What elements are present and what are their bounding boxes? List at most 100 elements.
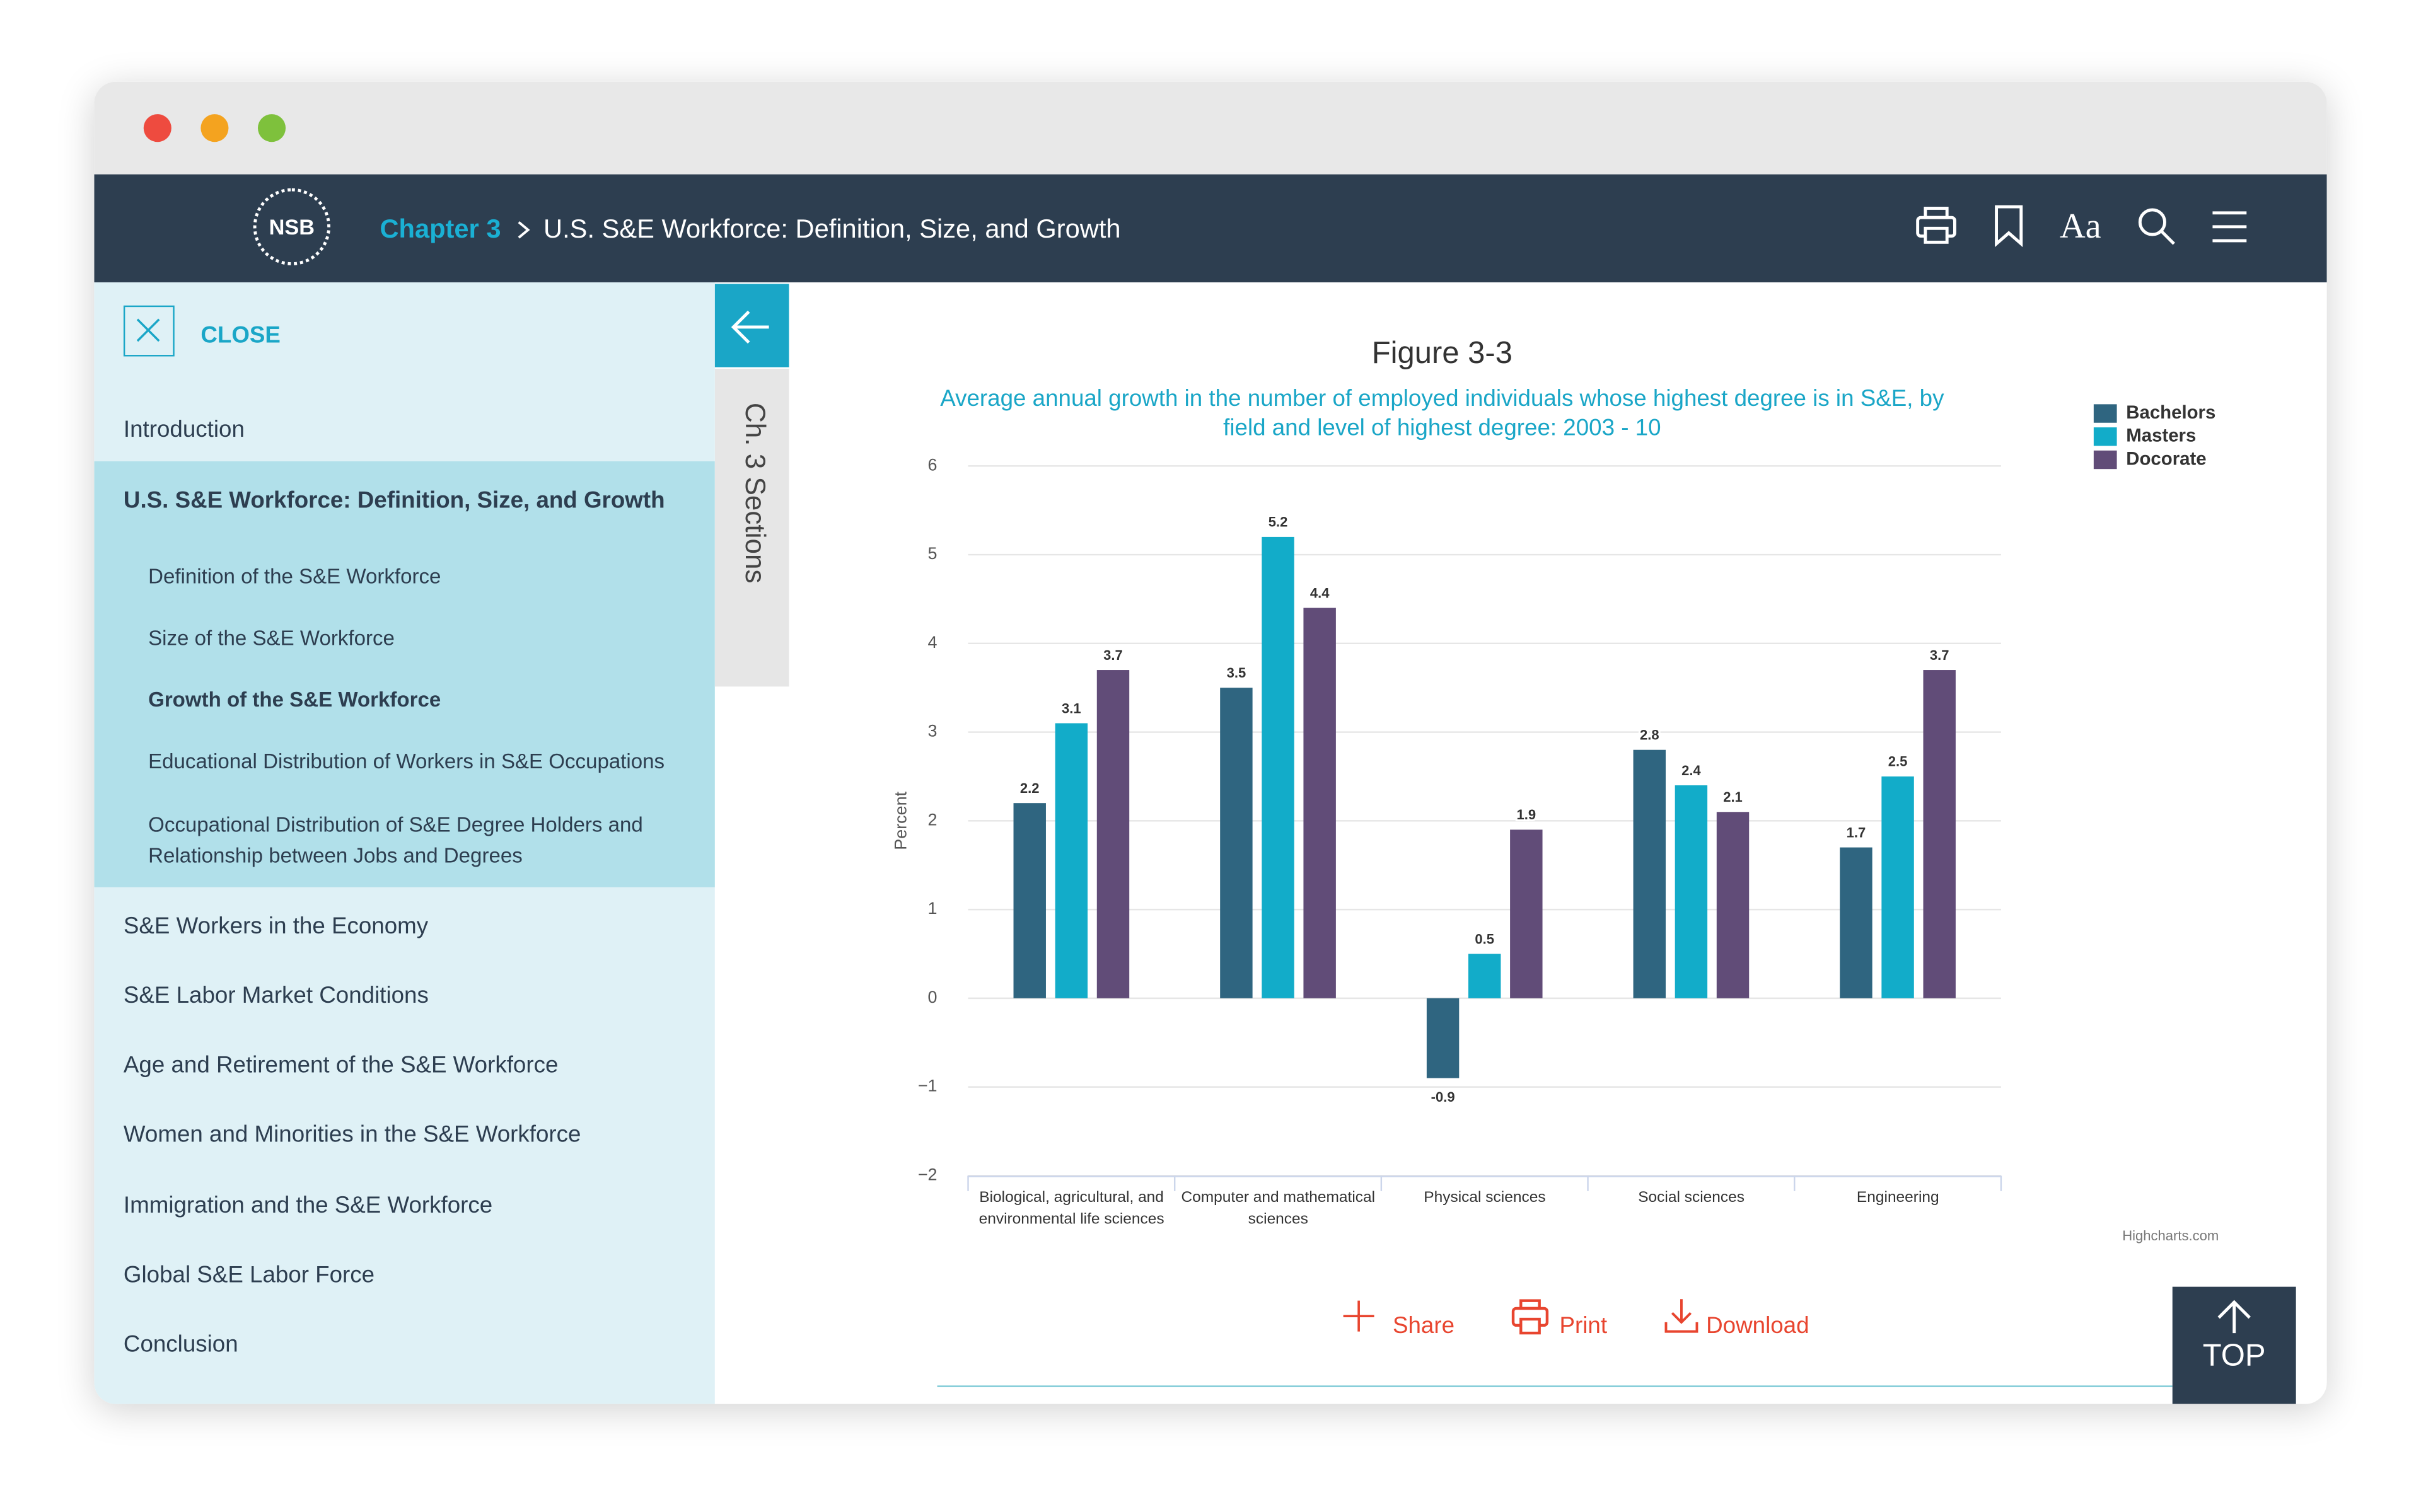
font-size-button[interactable]: Aa bbox=[2059, 207, 2101, 246]
bar bbox=[1510, 829, 1543, 998]
x-tick-label: Social sciences bbox=[1638, 1189, 1745, 1207]
y-tick-label: −2 bbox=[918, 1165, 938, 1184]
tab[interactable] bbox=[714, 369, 789, 687]
nav-subitem[interactable]: Educational Distribution of Workers in S… bbox=[148, 749, 665, 773]
nav-item[interactable]: Immigration and the S&E Workforce bbox=[123, 1192, 493, 1219]
data-label: 3.7 bbox=[1930, 647, 1949, 663]
print-action-icon[interactable] bbox=[1510, 1296, 1550, 1336]
bar bbox=[1055, 723, 1088, 998]
chart-area: Figure 3-3 Percent Highcharts.com −2 −1 0 1… bbox=[789, 282, 2326, 1404]
share-icon[interactable] bbox=[1340, 1298, 1378, 1335]
bar bbox=[1923, 670, 1956, 998]
chapter-link[interactable]: Chapter 3 bbox=[380, 214, 501, 244]
x-tick-label: Biological, agricultural, and environmen… bbox=[978, 1189, 1164, 1228]
download-button[interactable]: Download bbox=[1706, 1313, 1809, 1339]
bar bbox=[1633, 749, 1666, 998]
breadcrumb-chevron bbox=[518, 221, 530, 239]
collapse-button[interactable] bbox=[714, 284, 789, 367]
bar bbox=[1426, 998, 1460, 1078]
x-tick-label: Physical sciences bbox=[1424, 1189, 1546, 1207]
sidebar: CLOSE Introduction U.S. S&E Workforce: D… bbox=[94, 282, 715, 1404]
legend-swatch bbox=[2093, 450, 2117, 470]
title-bar bbox=[94, 81, 2327, 175]
x-tick-label: Computer and mathematical sciences bbox=[1181, 1189, 1376, 1228]
nav-item[interactable]: Conclusion bbox=[123, 1331, 238, 1358]
nav-subitem[interactable]: Occupational Distribution of S&E Degree … bbox=[148, 813, 643, 867]
share-button[interactable]: Share bbox=[1392, 1313, 1455, 1339]
y-tick-label: 3 bbox=[928, 722, 938, 741]
y-tick-label: 4 bbox=[928, 633, 938, 652]
y-tick-label: 5 bbox=[928, 544, 938, 563]
search-icon[interactable] bbox=[2135, 205, 2179, 249]
nav-item-active[interactable]: U.S. S&E Workforce: Definition, Size, an… bbox=[123, 487, 665, 514]
data-label: 1.9 bbox=[1517, 807, 1536, 822]
nav-item[interactable]: Global S&E Labor Force bbox=[123, 1262, 375, 1289]
close-label[interactable]: CLOSE bbox=[200, 322, 281, 349]
data-label: 2.2 bbox=[1020, 780, 1040, 796]
logo[interactable]: NSB bbox=[253, 188, 331, 266]
data-label: 2.5 bbox=[1888, 754, 1908, 770]
nav-item[interactable]: Age and Retirement of the S&E Workforce bbox=[123, 1052, 559, 1079]
nav-subitem-current[interactable]: Growth of the S&E Workforce bbox=[148, 688, 441, 712]
y-tick-label: 0 bbox=[928, 988, 938, 1007]
tab-label[interactable]: Ch. 3 Sections bbox=[740, 402, 771, 584]
nav-subitem[interactable]: Size of the S&E Workforce bbox=[148, 626, 395, 650]
bar bbox=[1675, 785, 1708, 998]
legend-swatch bbox=[2093, 427, 2117, 446]
data-label: 1.7 bbox=[1847, 824, 1866, 840]
data-label: 3.7 bbox=[1103, 647, 1123, 663]
nav-item[interactable]: Women and Minorities in the S&E Workforc… bbox=[123, 1121, 581, 1148]
y-axis-title: Percent bbox=[891, 791, 910, 850]
y-tick-label: 1 bbox=[928, 899, 938, 918]
bar bbox=[1220, 688, 1253, 998]
data-label: -0.9 bbox=[1431, 1089, 1455, 1105]
y-tick-label: −1 bbox=[918, 1076, 938, 1095]
bar bbox=[1468, 954, 1501, 998]
divider bbox=[937, 1385, 2173, 1387]
bar bbox=[1716, 812, 1750, 998]
header: NSB Chapter 3 U.S. S&E Workforce: Defini… bbox=[94, 174, 2327, 282]
y-tick-label: 6 bbox=[928, 455, 938, 474]
nav-subitem[interactable]: Definition of the S&E Workforce bbox=[148, 564, 441, 588]
minimize-dot[interactable] bbox=[200, 114, 229, 142]
bar bbox=[1303, 608, 1336, 998]
legend-label: Docorate bbox=[2126, 448, 2206, 469]
bookmark-icon[interactable] bbox=[1990, 202, 2028, 248]
bar bbox=[1013, 803, 1046, 998]
zoom-dot[interactable] bbox=[257, 114, 286, 142]
data-label: 3.5 bbox=[1227, 665, 1246, 681]
bar bbox=[1262, 536, 1294, 998]
x-tick-label: Engineering bbox=[1856, 1189, 1939, 1207]
data-label: 2.1 bbox=[1723, 789, 1743, 805]
print-icon[interactable] bbox=[1913, 202, 1959, 248]
data-label: 0.5 bbox=[1475, 931, 1494, 947]
tab-column: Ch. 3 Sections bbox=[714, 282, 789, 1404]
nav-item[interactable]: S&E Labor Market Conditions bbox=[123, 983, 429, 1009]
menu-icon[interactable] bbox=[2210, 208, 2250, 245]
chart-subtitle: Average annual growth in the number of e… bbox=[940, 386, 1944, 442]
data-label: 3.1 bbox=[1062, 700, 1081, 716]
data-label: 4.4 bbox=[1310, 585, 1330, 601]
chart-title: Figure 3-3 bbox=[1372, 336, 1512, 370]
bar bbox=[1096, 670, 1130, 998]
data-label: 2.4 bbox=[1681, 763, 1701, 778]
download-icon[interactable] bbox=[1661, 1296, 1702, 1336]
legend-swatch bbox=[2093, 404, 2117, 423]
close-box[interactable] bbox=[123, 305, 175, 357]
top-label[interactable]: TOP bbox=[2202, 1339, 2266, 1373]
chart: Figure 3-3 Percent Highcharts.com −2 −1 0 1… bbox=[891, 336, 2219, 1244]
browser-window: NSB Chapter 3 U.S. S&E Workforce: Defini… bbox=[94, 81, 2327, 1404]
close-dot[interactable] bbox=[143, 114, 171, 142]
legend-label: Masters bbox=[2126, 425, 2196, 446]
data-label: 2.8 bbox=[1640, 727, 1659, 743]
nav-item[interactable]: Introduction bbox=[123, 416, 245, 443]
legend-label: Bachelors bbox=[2126, 402, 2215, 423]
credit[interactable]: Highcharts.com bbox=[2122, 1228, 2219, 1244]
top-button[interactable]: TOP bbox=[2172, 1286, 2296, 1404]
y-tick-label: 2 bbox=[928, 810, 938, 829]
nav-item[interactable]: S&E Workers in the Economy bbox=[123, 913, 429, 940]
print-button[interactable]: Print bbox=[1559, 1313, 1608, 1339]
active-section bbox=[94, 461, 715, 887]
